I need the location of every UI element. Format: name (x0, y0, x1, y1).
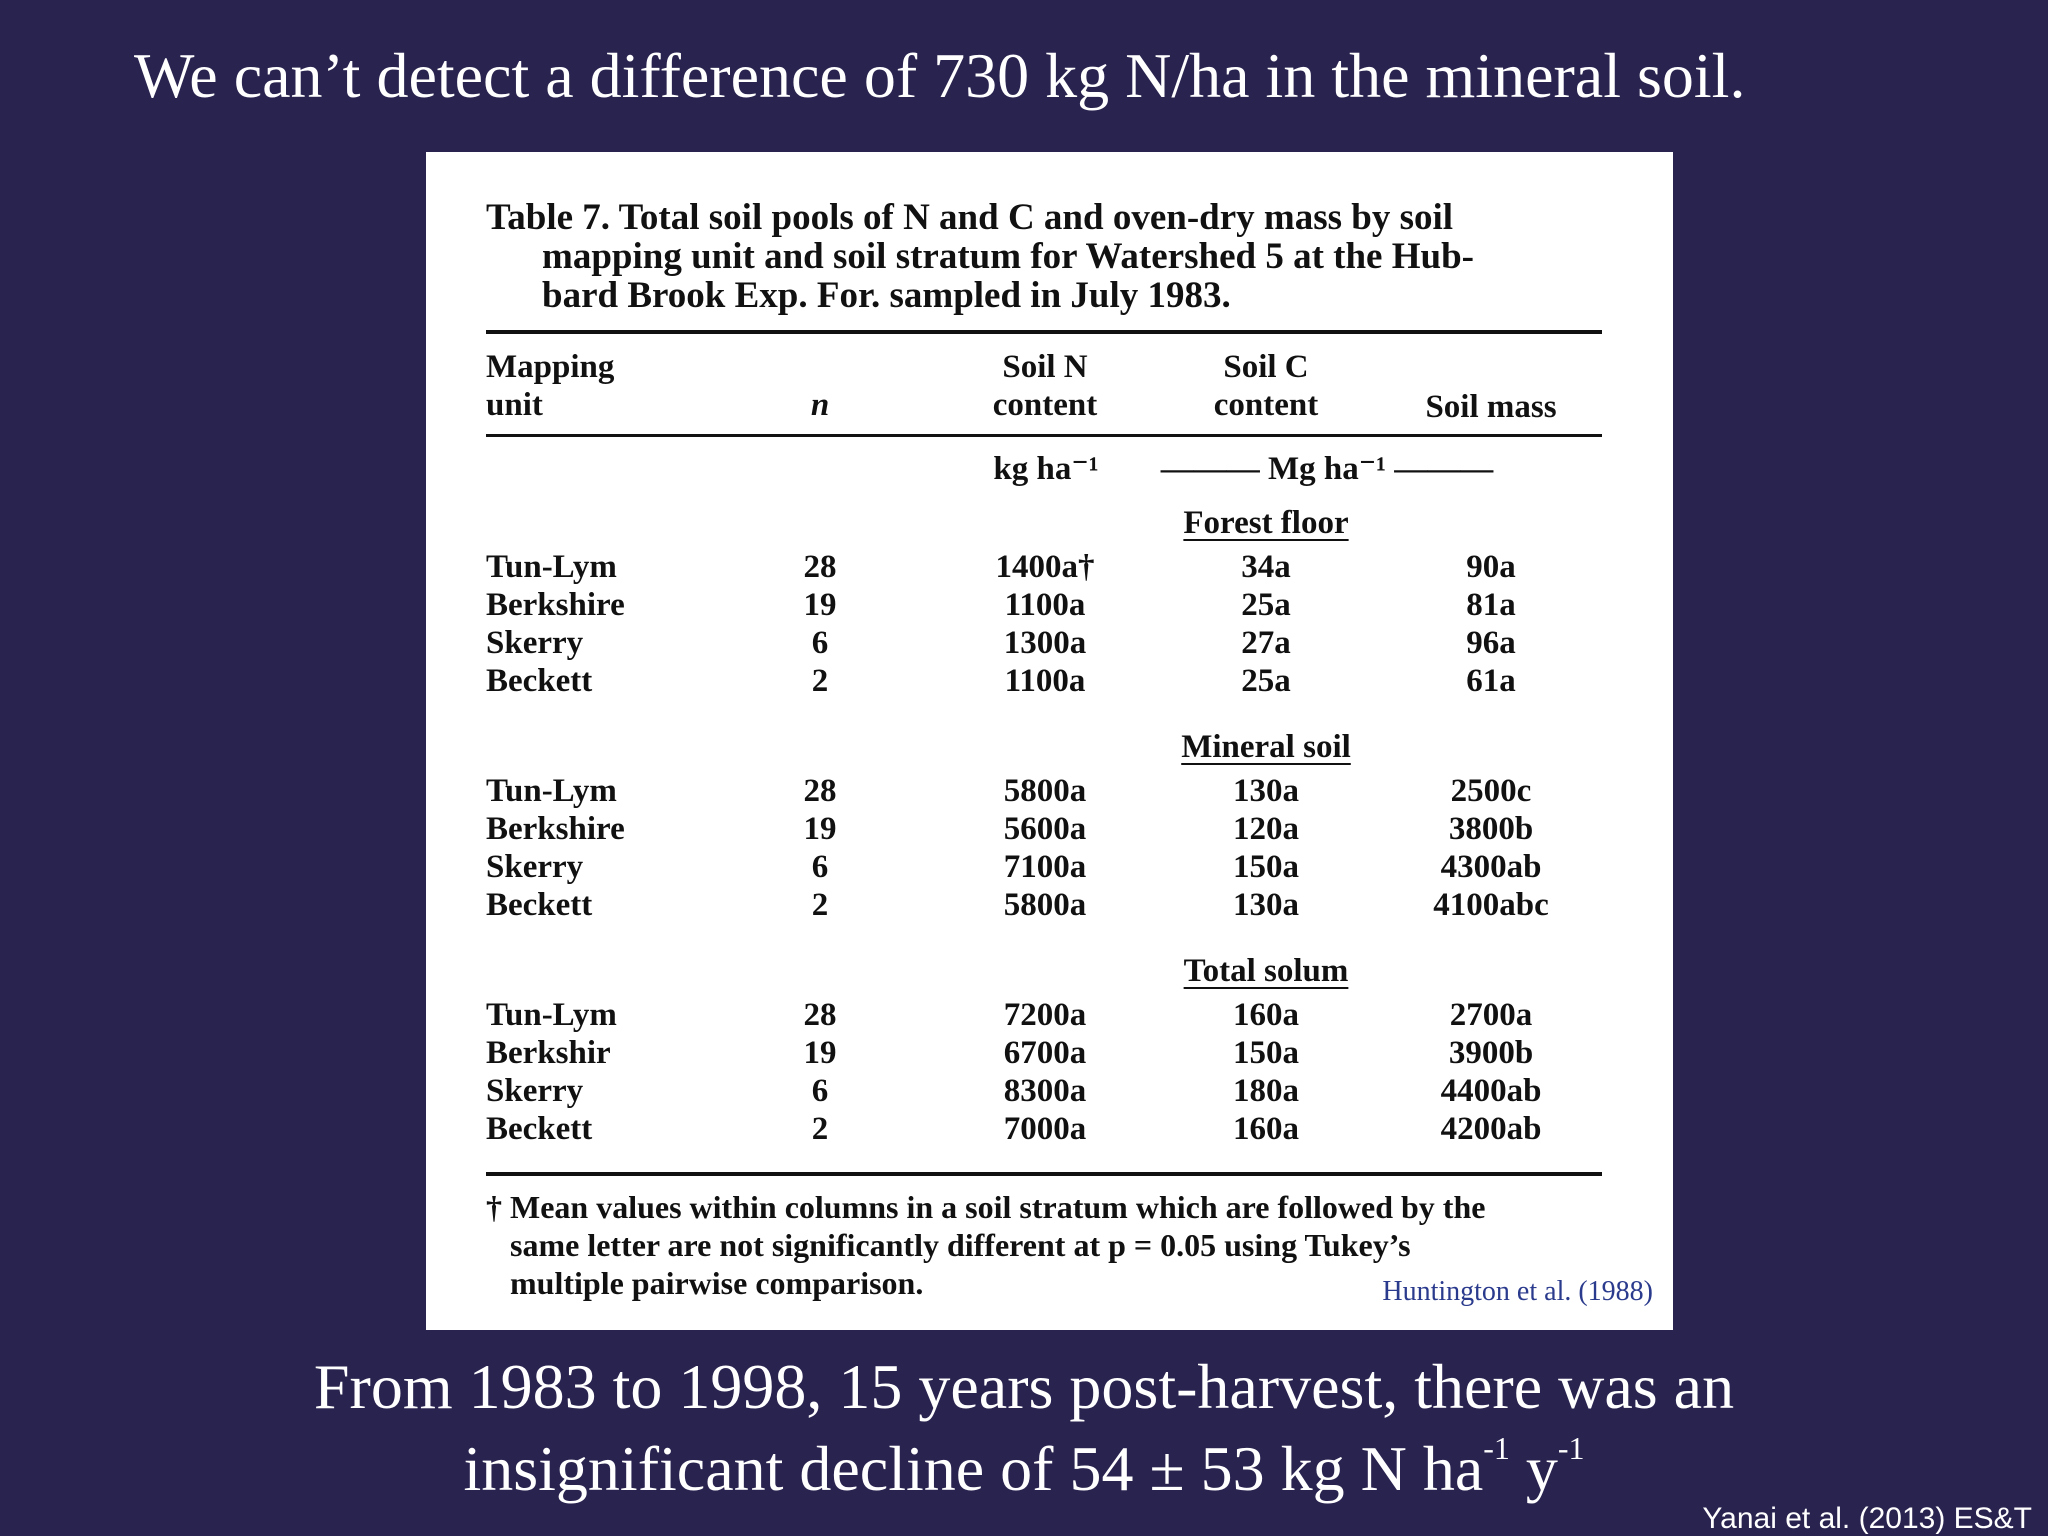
summary-line-2-unit: y (1509, 1433, 1558, 1504)
cell-n: 19 (803, 1035, 837, 1071)
cell-soil-mass: 4100abc (1433, 887, 1549, 923)
cell-n: 2 (811, 663, 829, 699)
cell-n: 28 (803, 773, 837, 809)
cell-soil-c: 120a (1233, 811, 1299, 847)
cell-n: 2 (811, 887, 829, 923)
top-rule (486, 330, 1602, 334)
summary-text: From 1983 to 1998, 15 years post-harvest… (0, 1346, 2048, 1510)
exponent: -1 (1557, 1430, 1585, 1466)
section-heading: Forest floor (1183, 505, 1349, 541)
cell-soil-mass: 81a (1466, 587, 1516, 623)
cell-n: 28 (803, 997, 837, 1033)
cell-soil-mass: 61a (1466, 663, 1516, 699)
cell-mapping-unit: Beckett (486, 1111, 593, 1147)
cell-mapping-unit: Tun-Lym (486, 997, 617, 1033)
cell-mapping-unit: Tun-Lym (486, 549, 617, 585)
cell-soil-mass: 2500c (1450, 773, 1532, 809)
cell-mapping-unit: Beckett (486, 663, 593, 699)
section-heading: Mineral soil (1181, 729, 1351, 765)
bottom-rule (486, 1172, 1602, 1176)
cell-soil-mass: 4300ab (1440, 849, 1542, 885)
cell-soil-mass: 96a (1466, 625, 1516, 661)
caption-line: bard Brook Exp. For. sampled in July 198… (542, 275, 1231, 316)
header-soil-mass: Soil mass (1425, 389, 1557, 425)
header-soil-n: Soil N (1002, 349, 1088, 385)
caption-line: Table 7. Total soil pools of N and C and… (486, 197, 1454, 238)
cell-soil-c: 25a (1241, 663, 1291, 699)
table-credit: Huntington et al. (1988) (1382, 1276, 1653, 1307)
cell-soil-c: 27a (1241, 625, 1291, 661)
header-rule (486, 434, 1602, 437)
cell-soil-c: 160a (1233, 997, 1299, 1033)
header-mapping-unit: Mapping (486, 349, 615, 385)
cell-mapping-unit: Berkshire (486, 587, 625, 623)
header-soil-c: Soil C (1223, 349, 1309, 385)
cell-mapping-unit: Skerry (486, 849, 584, 885)
cell-mapping-unit: Skerry (486, 625, 584, 661)
summary-line-2: insignificant decline of 54 ± 53 kg N ha… (0, 1428, 2048, 1510)
cell-mapping-unit: Berkshir (486, 1035, 611, 1071)
cell-soil-mass: 3800b (1448, 811, 1534, 847)
cell-soil-c: 34a (1241, 549, 1291, 585)
unit-mg-ha: ——— Mg ha⁻¹ ——— (1160, 451, 1494, 487)
cell-soil-n: 1100a (1004, 587, 1086, 623)
cell-soil-c: 150a (1233, 1035, 1299, 1071)
unit-kg-ha: kg ha⁻¹ (993, 451, 1099, 487)
citation: Yanai et al. (2013) ES&T (1702, 1502, 2032, 1535)
cell-n: 28 (803, 549, 837, 585)
cell-soil-n: 1400a† (995, 549, 1095, 585)
cell-soil-c: 25a (1241, 587, 1291, 623)
table-caption: Table 7. Total soil pools of N and C and… (486, 198, 1606, 315)
cell-soil-mass: 3900b (1448, 1035, 1534, 1071)
header-soil-n: content (992, 387, 1098, 423)
header-soil-c: content (1213, 387, 1319, 423)
footnote-line: same letter are not significantly differ… (510, 1227, 1411, 1263)
table-image-card: Table 7. Total soil pools of N and C and… (426, 152, 1673, 1330)
cell-n: 6 (811, 849, 829, 885)
cell-soil-n: 7100a (1003, 849, 1087, 885)
cell-soil-mass: 90a (1466, 549, 1516, 585)
cell-soil-c: 180a (1233, 1073, 1299, 1109)
cell-soil-n: 1300a (1003, 625, 1087, 661)
cell-mapping-unit: Skerry (486, 1073, 584, 1109)
cell-soil-n: 1100a (1004, 663, 1086, 699)
cell-soil-n: 7000a (1003, 1111, 1087, 1147)
cell-mapping-unit: Tun-Lym (486, 773, 617, 809)
caption-line: mapping unit and soil stratum for Waters… (542, 236, 1474, 277)
summary-line-1: From 1983 to 1998, 15 years post-harvest… (313, 1351, 1735, 1422)
cell-soil-c: 150a (1233, 849, 1299, 885)
cell-mapping-unit: Berkshire (486, 811, 625, 847)
cell-n: 19 (803, 587, 837, 623)
cell-soil-n: 5800a (1003, 887, 1087, 923)
cell-soil-c: 160a (1233, 1111, 1299, 1147)
cell-soil-n: 6700a (1003, 1035, 1087, 1071)
cell-mapping-unit: Beckett (486, 887, 593, 923)
exponent: -1 (1483, 1430, 1510, 1466)
cell-soil-n: 8300a (1003, 1073, 1087, 1109)
cell-n: 19 (803, 811, 837, 847)
slide-title: We can’t detect a difference of 730 kg N… (134, 40, 1746, 111)
footnote-line: † Mean values within columns in a soil s… (486, 1189, 1486, 1225)
header-mapping-unit: unit (486, 387, 543, 423)
section-heading: Total solum (1183, 953, 1349, 989)
cell-soil-c: 130a (1233, 887, 1299, 923)
cell-soil-mass: 2700a (1449, 997, 1533, 1033)
cell-n: 6 (811, 625, 829, 661)
cell-soil-mass: 4400ab (1440, 1073, 1542, 1109)
cell-n: 6 (811, 1073, 829, 1109)
summary-line-2-text: insignificant decline of 54 ± 53 kg N ha (463, 1433, 1484, 1504)
cell-soil-n: 5600a (1003, 811, 1087, 847)
cell-soil-c: 130a (1233, 773, 1299, 809)
footnote-line: multiple pairwise comparison. (510, 1265, 924, 1301)
header-n: n (810, 387, 830, 423)
cell-soil-n: 7200a (1003, 997, 1087, 1033)
cell-n: 2 (811, 1111, 829, 1147)
cell-soil-mass: 4200ab (1440, 1111, 1542, 1147)
cell-soil-n: 5800a (1003, 773, 1087, 809)
